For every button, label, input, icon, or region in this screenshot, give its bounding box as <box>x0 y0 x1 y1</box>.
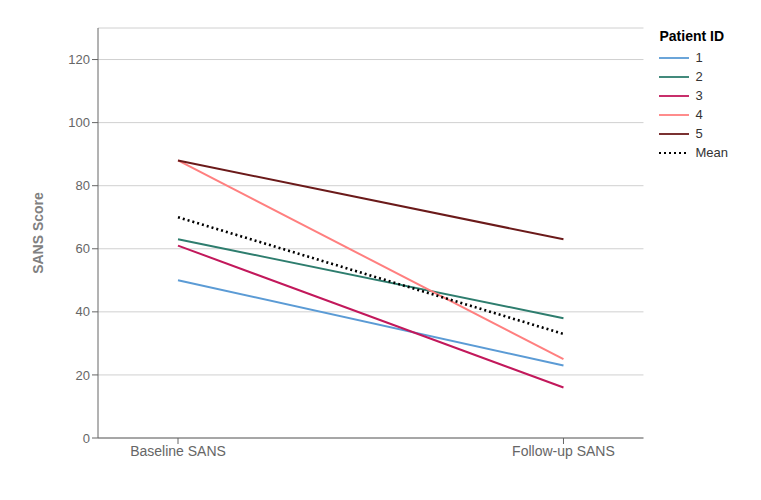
svg-text:0: 0 <box>83 431 90 446</box>
html-text:Mean: Mean <box>695 145 728 160</box>
svg-text:80: 80 <box>76 178 90 193</box>
svg-text:SANS Score: SANS Score <box>30 192 46 274</box>
svg-text:Baseline SANS: Baseline SANS <box>130 443 226 459</box>
html-text:1: 1 <box>695 50 703 65</box>
svg-text:60: 60 <box>76 241 90 256</box>
html-text:3: 3 <box>695 88 703 103</box>
html-text:5: 5 <box>695 126 703 141</box>
html-text:Patient ID: Patient ID <box>659 28 724 44</box>
html-text:2: 2 <box>695 69 703 84</box>
svg-text:40: 40 <box>76 304 90 319</box>
svg-text:120: 120 <box>68 52 90 67</box>
svg-text:Follow-up SANS: Follow-up SANS <box>512 443 615 459</box>
svg-text:20: 20 <box>76 368 90 383</box>
svg-text:100: 100 <box>68 115 90 130</box>
html-text:4: 4 <box>695 107 703 122</box>
